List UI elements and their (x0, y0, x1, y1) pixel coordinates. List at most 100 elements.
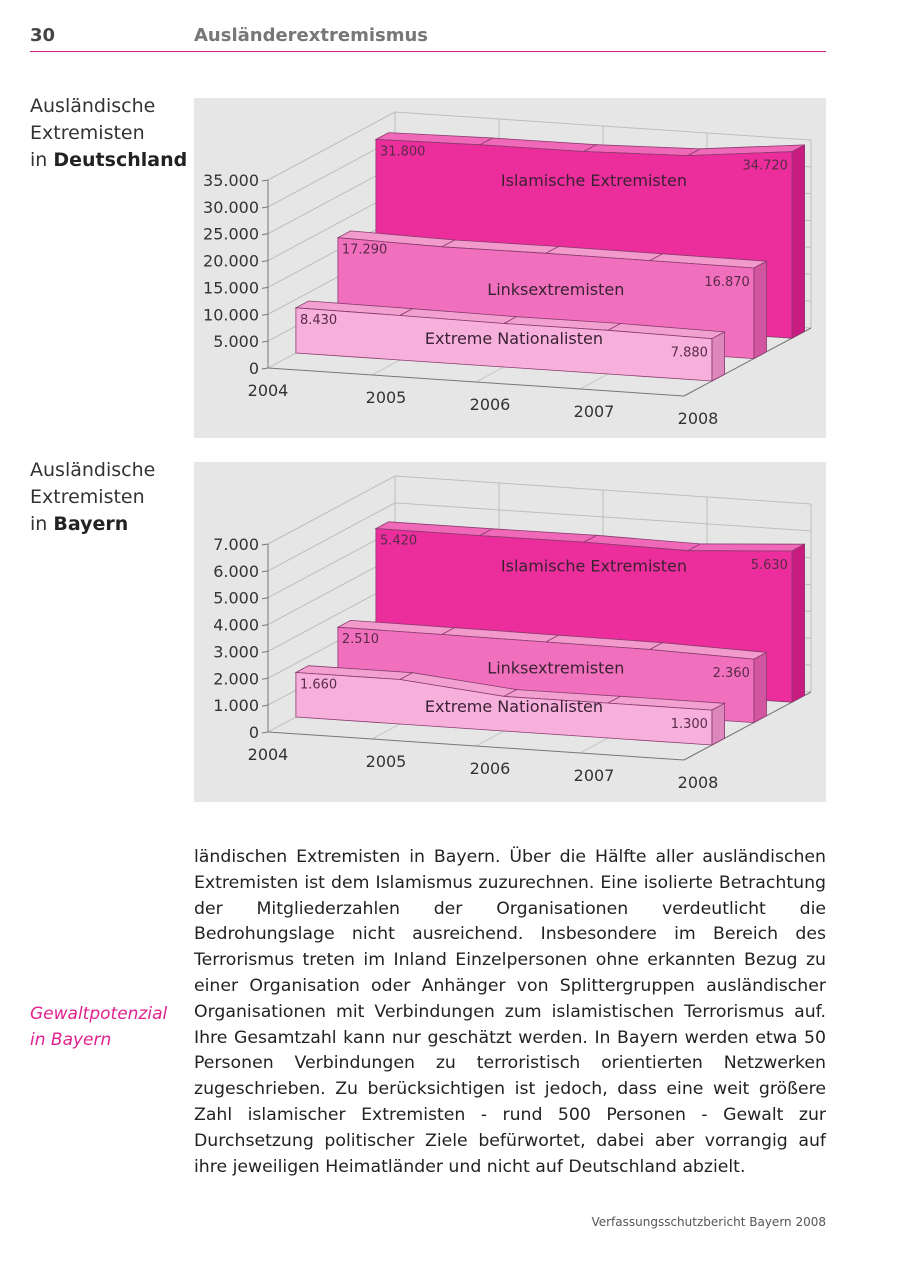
data-label-first: 1.660 (300, 677, 337, 692)
footer: Verfassungsschutzbericht Bayern 2008 (591, 1215, 826, 1229)
heading-line: in Bayern (30, 511, 155, 538)
heading-line: Ausländische (30, 95, 156, 117)
y-tick (261, 313, 269, 316)
y-tick (261, 179, 269, 182)
y-tick (261, 340, 269, 343)
heading-line: Extremisten (30, 122, 145, 144)
y-tick-label: 35.000 (203, 171, 259, 190)
y-tick (261, 704, 269, 707)
heading-prefix: in (30, 513, 54, 535)
heading-line: Extremisten (30, 486, 145, 508)
y-tick (261, 206, 269, 209)
x-tick-label: 2006 (470, 759, 511, 778)
y-tick-label: 5.000 (213, 589, 259, 608)
chart-svg: 0 1.000 2.000 3.000 4.000 5.000 6.000 7.000 2004… (213, 475, 812, 792)
chart-germany: 0 5.000 10.000 15.000 20.000 25.000 30.000 35.0… (194, 98, 826, 438)
y-tick (261, 731, 269, 734)
x-tick-label: 2007 (574, 402, 615, 421)
ribbon-side-face (791, 144, 805, 339)
x-tick-label: 2006 (470, 395, 511, 414)
y-tick-label: 10.000 (203, 305, 259, 324)
data-label-last: 5.630 (751, 558, 788, 573)
x-tick-label: 2004 (248, 381, 289, 400)
chart-bavaria: 0 1.000 2.000 3.000 4.000 5.000 6.000 7.000 2004… (194, 462, 826, 802)
y-tick-label: 25.000 (203, 225, 259, 244)
ribbon-top-face (687, 543, 805, 552)
ribbon-side-face (753, 651, 767, 724)
y-tick (261, 570, 269, 573)
chart-svg: 0 5.000 10.000 15.000 20.000 25.000 30.000 35.0… (203, 111, 812, 428)
data-label-last: 16.870 (704, 275, 750, 290)
data-label-last: 7.880 (671, 346, 708, 361)
header-rule (30, 51, 826, 52)
ribbon-front-face (295, 672, 713, 746)
series-label: Islamische Extremisten (501, 556, 687, 575)
series-label: Extreme Nationalisten (425, 329, 603, 348)
y-tick (261, 650, 269, 653)
ribbon-side-face (711, 331, 725, 382)
heading-prefix: in (30, 149, 54, 171)
y-tick (261, 233, 269, 236)
page-number: 30 (30, 25, 56, 46)
heading-bold: Deutschland (53, 149, 188, 171)
margin-note: Gewaltpotenzial in Bayern (30, 1001, 167, 1053)
x-tick-label: 2005 (366, 752, 407, 771)
series-label: Linksextremisten (487, 659, 624, 678)
x-tick-label: 2008 (678, 773, 719, 792)
margin-note-line: in Bayern (30, 1030, 112, 1050)
data-label-first: 31.800 (380, 144, 426, 159)
data-label-first: 17.290 (342, 243, 388, 258)
margin-note-line: Gewaltpotenzial (30, 1004, 168, 1024)
x-axis (267, 367, 685, 397)
ribbon-side-face (791, 543, 805, 703)
depth-axis (683, 327, 812, 397)
data-label-last: 1.300 (671, 717, 708, 732)
y-tick-label: 30.000 (203, 198, 259, 217)
series-label: Islamische Extremisten (501, 171, 687, 190)
series-nat: 8.430 7.880 Extreme Nationalisten (294, 300, 726, 382)
x-axis (267, 731, 685, 761)
data-label-first: 5.420 (380, 534, 417, 549)
heading-bold: Bayern (53, 513, 129, 535)
ribbon-side-face (753, 260, 767, 360)
depth-axis (683, 691, 812, 761)
ribbon-side-face (711, 702, 725, 746)
y-tick-label: 15.000 (203, 278, 259, 297)
y-tick-label: 2.000 (213, 669, 259, 688)
y-tick-label: 0 (249, 723, 259, 742)
x-tick-label: 2005 (366, 388, 407, 407)
y-tick-label: 4.000 (213, 616, 259, 635)
x-tick-label: 2004 (248, 745, 289, 764)
series-label: Linksextremisten (487, 280, 624, 299)
data-label-first: 8.430 (300, 313, 337, 328)
heading-line: in Deutschland (30, 147, 187, 174)
y-tick (261, 286, 269, 289)
y-tick (261, 260, 269, 263)
ribbon-front-face (295, 307, 713, 382)
body-paragraph: ländischen Extremisten in Bayern. Über d… (194, 847, 826, 1177)
y-tick (261, 367, 269, 370)
y-tick-label: 20.000 (203, 252, 259, 271)
y-tick (261, 677, 269, 680)
x-tick-label: 2008 (678, 409, 719, 428)
data-label-last: 34.720 (742, 159, 788, 174)
y-tick (261, 624, 269, 627)
y-tick (261, 597, 269, 600)
x-tick-label: 2007 (574, 766, 615, 785)
chart-heading-bavaria: Ausländische Extremisten in Bayern (30, 457, 155, 538)
y-tick-label: 5.000 (213, 332, 259, 351)
y-tick-label: 1.000 (213, 696, 259, 715)
y-tick-label: 6.000 (213, 562, 259, 581)
heading-line: Ausländische (30, 459, 156, 481)
chart-heading-germany: Ausländische Extremisten in Deutschland (30, 93, 187, 174)
y-tick-label: 0 (249, 359, 259, 378)
series-nat: 1.660 1.300 Extreme Nationalisten (294, 665, 727, 746)
series-label: Extreme Nationalisten (425, 697, 603, 716)
y-tick-label: 3.000 (213, 642, 259, 661)
data-label-first: 2.510 (342, 632, 379, 647)
data-label-last: 2.360 (713, 666, 750, 681)
y-tick-label: 7.000 (213, 535, 259, 554)
section-title: Ausländerextremismus (194, 25, 428, 46)
y-tick (261, 543, 269, 546)
